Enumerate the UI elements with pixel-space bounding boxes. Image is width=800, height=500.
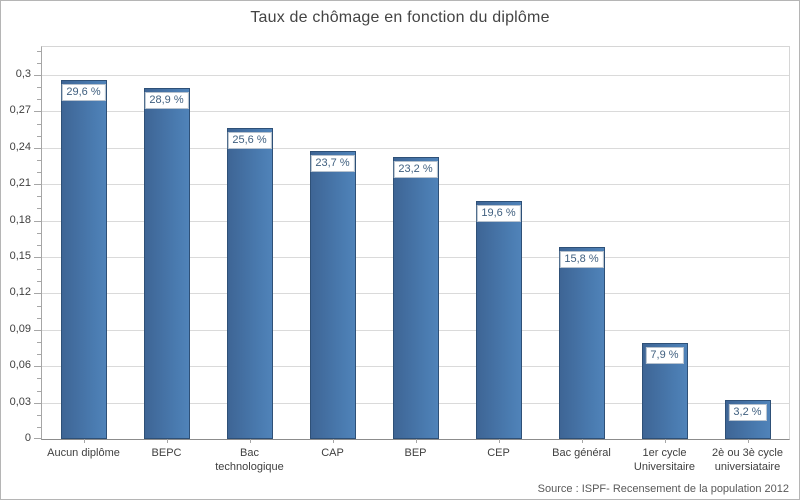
y-minor-tick (37, 414, 41, 416)
x-axis-label: Bac technologique (215, 447, 284, 473)
y-axis-label: 0,21 (9, 177, 31, 190)
y-minor-tick (37, 99, 41, 101)
y-axis-label: 0,27 (9, 104, 31, 117)
y-major-tick (34, 366, 41, 368)
y-axis-label: 0,15 (9, 250, 31, 262)
y-minor-tick (37, 426, 41, 428)
y-major-tick (34, 184, 41, 186)
y-minor-tick (37, 62, 41, 64)
x-axis-tick (83, 439, 85, 443)
y-minor-tick (37, 135, 41, 137)
bar-value-label: 25,6 % (227, 132, 272, 150)
y-axis-label: 0 (24, 432, 31, 444)
y-minor-tick (37, 208, 41, 210)
y-major-tick (34, 147, 41, 149)
x-axis-tick (664, 439, 666, 443)
x-axis-tick (332, 439, 334, 443)
y-axis-label: 0,18 (9, 213, 31, 226)
y-minor-tick (37, 378, 41, 380)
bar (60, 79, 107, 439)
y-minor-tick (37, 159, 41, 161)
plot-area: 0 0,03 0,06 0,09 0,12 0,15 0,18 0,21 0,24 0,27 0,3… (10, 46, 790, 473)
y-axis-label: 0,09 (9, 322, 31, 335)
y-minor-tick (37, 305, 41, 307)
y-axis-label: 0,03 (9, 395, 31, 408)
y-minor-tick (37, 50, 41, 52)
y-minor-tick (37, 390, 41, 392)
bar (226, 128, 273, 439)
bar-value-label: 28,9 % (144, 92, 189, 110)
y-major-tick (34, 293, 41, 295)
y-axis-label: 0,12 (9, 286, 31, 299)
bar (558, 247, 605, 439)
bar-value-label: 23,7 % (310, 155, 355, 173)
bar (392, 157, 439, 439)
y-axis-label: 0,06 (9, 359, 31, 372)
chart-title: Taux de chômage en fonction du diplôme (250, 9, 550, 26)
y-minor-tick (37, 269, 41, 271)
x-axis-label: BEPC (151, 447, 182, 459)
x-axis-label: 1er cycle Universitaire (633, 447, 696, 473)
y-minor-tick (37, 281, 41, 283)
bar (309, 151, 356, 439)
x-axis-tick (249, 439, 251, 443)
y-minor-tick (37, 244, 41, 246)
y-minor-tick (37, 354, 41, 355)
x-axis-tick (747, 439, 749, 443)
bar-value-label: 29,6 % (61, 83, 106, 101)
y-major-tick (34, 111, 41, 113)
y-minor-tick (37, 341, 41, 343)
x-axis-label: Bac général (552, 447, 611, 459)
y-gridline (42, 74, 789, 76)
y-major-tick (34, 402, 41, 404)
y-major-tick (34, 220, 41, 222)
y-minor-tick (37, 172, 41, 173)
x-axis-tick (498, 439, 500, 443)
x-axis-label: Aucun diplôme (47, 447, 120, 459)
bar (475, 201, 522, 439)
y-minor-tick (37, 87, 41, 88)
source-note: Source : ISPF- Recensement de la populat… (537, 483, 789, 495)
bar-value-label: 7,9 % (645, 347, 684, 365)
x-axis-label: BEP (404, 447, 427, 459)
y-major-tick (34, 257, 41, 258)
x-axis-tick (581, 439, 583, 443)
x-axis-label: 2è ou 3è cycle universiataire (712, 447, 783, 473)
bar-value-label: 3,2 % (728, 404, 767, 422)
bar-value-label: 23,2 % (393, 161, 438, 179)
y-minor-tick (37, 196, 41, 198)
y-gridline (42, 111, 789, 113)
x-axis-label: CAP (321, 447, 344, 459)
y-minor-tick (37, 123, 41, 125)
x-axis-label: CEP (487, 447, 510, 459)
x-axis-tick (415, 439, 417, 443)
y-minor-tick (37, 317, 41, 319)
bar (143, 88, 190, 439)
y-major-tick (34, 74, 41, 76)
bar-value-label: 15,8 % (559, 251, 604, 269)
y-axis-label: 0,24 (9, 140, 31, 153)
bar-value-label: 19,6 % (476, 205, 521, 223)
y-gridline (42, 147, 789, 149)
y-major-tick (34, 329, 41, 331)
y-major-tick (34, 438, 41, 439)
y-minor-tick (37, 232, 41, 234)
x-axis-tick (166, 439, 168, 443)
y-axis-label: 0,3 (15, 67, 31, 80)
